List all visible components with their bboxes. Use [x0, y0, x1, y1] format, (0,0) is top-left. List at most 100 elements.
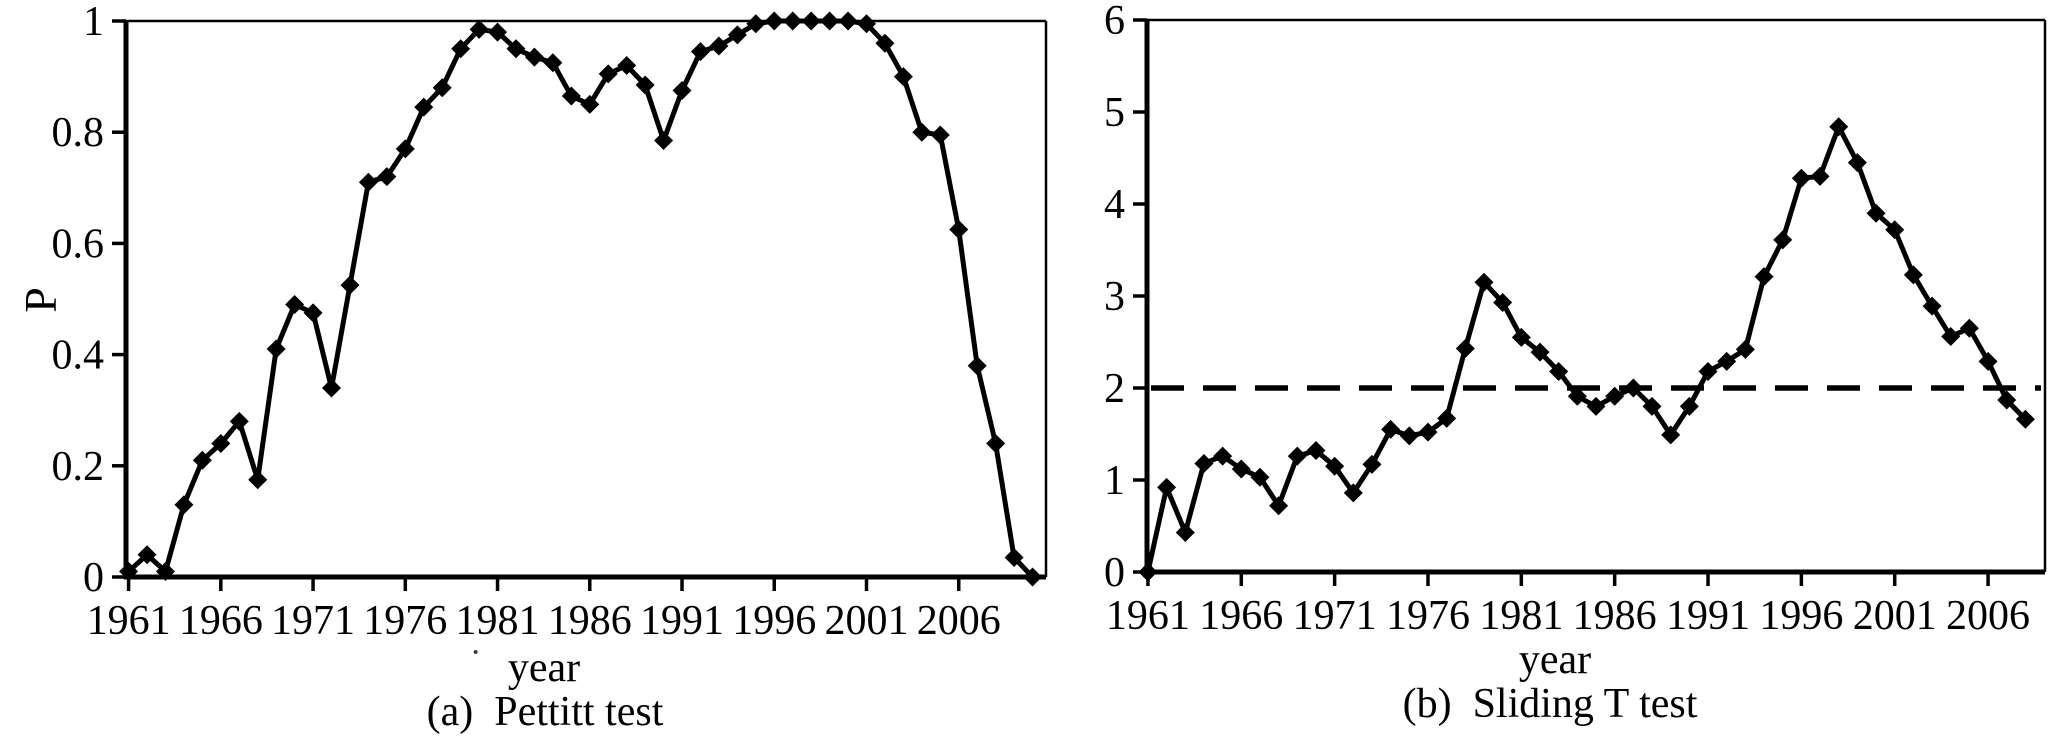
data-point [949, 220, 969, 239]
data-point [598, 64, 618, 84]
data-point [229, 411, 249, 431]
data-point [266, 339, 286, 359]
x-tick-label: 1996 [732, 598, 816, 644]
data-point [524, 47, 544, 67]
x-axis-label-pettitt: year [507, 645, 581, 691]
data-point [1493, 292, 1513, 312]
data-point [967, 356, 987, 376]
data-point [303, 303, 323, 323]
data-point [986, 434, 1006, 454]
data-point [1847, 153, 1867, 173]
data-point [1754, 267, 1774, 287]
x-tick-label: 1976 [363, 598, 447, 644]
data-point [1157, 477, 1177, 497]
x-tick-label: 1966 [1199, 593, 1283, 639]
data-point [617, 55, 637, 75]
data-point [746, 14, 766, 34]
data-point [1866, 203, 1886, 223]
data-point [469, 19, 489, 39]
data-point [358, 172, 378, 192]
x-tick-label: 2001 [1853, 593, 1937, 639]
data-point [174, 495, 194, 515]
data-point [1194, 453, 1214, 473]
data-point [1605, 386, 1625, 406]
data-point [1997, 390, 2017, 410]
data-point [820, 11, 840, 31]
y-tick-label: 2 [1104, 366, 1125, 412]
y-tick-label: 5 [1104, 90, 1125, 136]
pettitt-test-chart: 1961 1966 1971 1976 1981 1986 1991 1996 2001 2006… [52, 0, 1048, 644]
data-point [395, 139, 415, 159]
data-point [1381, 419, 1401, 439]
data-point [322, 378, 342, 398]
data-point [635, 75, 655, 95]
data-point [488, 22, 508, 42]
data-point [1735, 339, 1755, 359]
data-point [672, 81, 692, 100]
y-tick-label: 0 [1104, 550, 1125, 596]
y-tick-label: 0 [83, 555, 104, 601]
data-point [1474, 272, 1494, 292]
data-point [414, 97, 434, 117]
data-point [1717, 351, 1737, 371]
data-point [1791, 168, 1811, 188]
data-point [1623, 378, 1643, 398]
data-point [1642, 396, 1662, 416]
scan-artifact-dot: · [470, 634, 482, 671]
data-point [1922, 296, 1942, 316]
data-point [1004, 548, 1024, 568]
x-tick-label: 1986 [548, 598, 632, 644]
x-tick-label: 1986 [1573, 593, 1657, 639]
y-tick-label: 0.8 [52, 110, 105, 156]
sliding-t-test-chart: 1961 1966 1971 1976 1981 1986 1991 1996 2001 2006… [1104, 0, 2047, 639]
data-markers [1138, 117, 2035, 582]
y-axis-label-pettitt: P [14, 287, 66, 313]
data-point [561, 86, 581, 106]
data-point [432, 78, 452, 98]
y-tick-label: 6 [1104, 0, 1125, 44]
data-point [1511, 327, 1531, 347]
x-axis-label-sliding-t: year [1518, 637, 1592, 683]
data-markers [119, 11, 1043, 587]
x-tick-label: 1991 [1666, 593, 1750, 639]
data-point [875, 33, 895, 53]
caption-sliding-t-test: (b) Sliding T test [1402, 681, 1698, 727]
data-point [1418, 422, 1438, 442]
data-point [1287, 446, 1307, 466]
data-point [1959, 318, 1979, 338]
x-tick-label: 1981 [1479, 593, 1563, 639]
data-point [211, 434, 231, 454]
data-point [912, 122, 932, 142]
y-tick-label: 4 [1104, 182, 1125, 228]
data-point [506, 39, 526, 59]
data-point [1903, 265, 1923, 285]
data-point [2015, 409, 2035, 429]
data-point [1567, 386, 1587, 406]
x-tick-label: 1971 [1293, 593, 1377, 639]
data-point [1679, 396, 1699, 416]
y-tick-label: 3 [1104, 274, 1125, 320]
data-point [1661, 425, 1681, 445]
y-tick-label: 0.2 [52, 444, 105, 490]
data-point [1978, 351, 1998, 371]
data-point [1269, 496, 1289, 516]
data-point [1698, 361, 1718, 381]
data-point [930, 125, 950, 145]
data-point [1306, 441, 1326, 461]
x-tick-label: 1961 [87, 598, 171, 644]
x-tick-label: 1976 [1386, 593, 1470, 639]
data-point [543, 53, 563, 73]
data-point [137, 545, 157, 565]
y-tick-label: 0.4 [52, 333, 105, 379]
data-point [727, 25, 747, 45]
data-point [155, 561, 175, 581]
data-point [248, 470, 268, 490]
data-point [1343, 483, 1363, 503]
data-point [377, 167, 397, 187]
y-tick-label: 1 [83, 0, 104, 45]
data-point [1941, 326, 1961, 346]
data-point [1325, 456, 1345, 476]
data-point [838, 11, 858, 31]
